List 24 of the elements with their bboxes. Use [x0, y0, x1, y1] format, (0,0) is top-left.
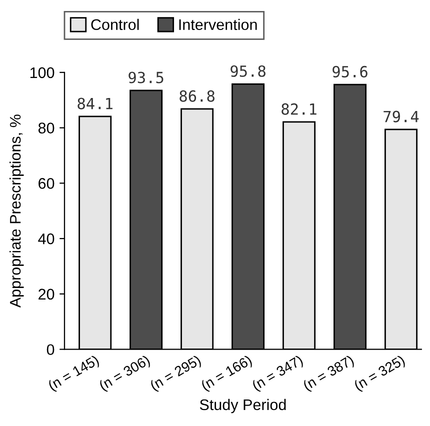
x-tick-label: (n = 166) [200, 354, 254, 393]
y-tick-label: 40 [38, 233, 54, 244]
y-tick-label: 60 [38, 178, 54, 189]
y-tick-label: 20 [38, 288, 54, 300]
legend-label: Control [91, 18, 139, 30]
x-tick-label: (n = 325) [353, 354, 407, 393]
data-label: 84.1 [78, 98, 112, 110]
legend-label: Intervention [179, 18, 257, 30]
x-tick-label: (n = 387) [302, 354, 356, 393]
data-label: 86.8 [180, 90, 214, 102]
y-axis-title: Appropriate Prescriptions, % [9, 114, 24, 308]
data-label: 93.5 [128, 72, 164, 84]
x-tick-label: (n = 145) [47, 354, 101, 393]
data-label: 79.4 [384, 110, 419, 122]
x-tick-label: (n = 347) [251, 354, 305, 393]
data-label: 95.8 [230, 65, 266, 77]
data-label: 95.6 [332, 66, 368, 78]
x-tick-label: (n = 306) [98, 354, 152, 393]
y-tick-label: 0 [46, 344, 54, 356]
y-tick-label: 80 [38, 122, 54, 134]
x-axis-title: Study Period [200, 398, 286, 414]
y-tick-label: 100 [30, 67, 54, 78]
data-label: 82.1 [282, 103, 316, 115]
x-tick-label: (n = 295) [149, 354, 203, 393]
